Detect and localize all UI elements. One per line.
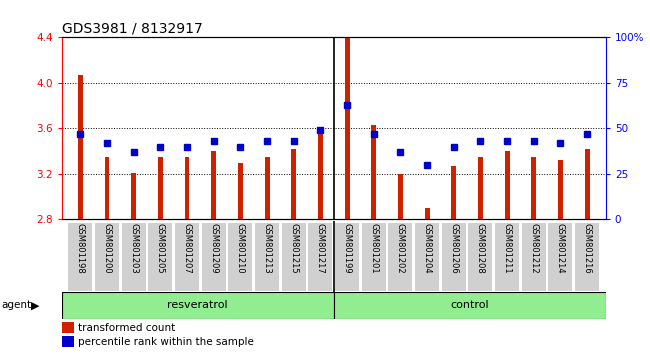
Bar — [335, 223, 359, 291]
Bar — [62, 292, 334, 319]
Text: GSM801213: GSM801213 — [263, 223, 272, 274]
Text: GSM801216: GSM801216 — [582, 223, 592, 274]
Bar — [495, 223, 519, 291]
Bar — [389, 223, 413, 291]
Bar — [504, 151, 510, 219]
Bar — [122, 223, 146, 291]
Text: GSM801214: GSM801214 — [556, 223, 565, 274]
Text: GSM801206: GSM801206 — [449, 223, 458, 274]
Bar — [281, 223, 306, 291]
Text: GSM801212: GSM801212 — [529, 223, 538, 274]
Text: GSM801203: GSM801203 — [129, 223, 138, 274]
Text: GSM801205: GSM801205 — [156, 223, 165, 274]
Text: transformed count: transformed count — [78, 322, 176, 332]
Bar — [575, 223, 599, 291]
Bar — [238, 162, 243, 219]
Bar — [532, 157, 536, 219]
Bar — [424, 208, 430, 219]
Text: GSM801198: GSM801198 — [76, 223, 85, 274]
Bar — [175, 223, 199, 291]
Bar — [158, 157, 163, 219]
Bar — [442, 223, 466, 291]
Bar — [255, 223, 279, 291]
Text: GSM801210: GSM801210 — [236, 223, 245, 274]
Bar — [78, 75, 83, 219]
Text: GSM801200: GSM801200 — [103, 223, 112, 274]
Bar — [95, 223, 119, 291]
Bar — [398, 174, 403, 219]
Text: GSM801201: GSM801201 — [369, 223, 378, 274]
Bar — [265, 157, 270, 219]
Bar — [585, 149, 590, 219]
Bar — [415, 223, 439, 291]
Bar — [309, 223, 332, 291]
Bar — [228, 223, 252, 291]
Text: percentile rank within the sample: percentile rank within the sample — [78, 337, 254, 347]
Bar — [558, 160, 563, 219]
Text: GDS3981 / 8132917: GDS3981 / 8132917 — [62, 21, 203, 35]
Bar — [469, 223, 493, 291]
Text: agent: agent — [1, 300, 31, 310]
Bar — [291, 149, 296, 219]
Bar — [318, 129, 323, 219]
Text: GSM801208: GSM801208 — [476, 223, 485, 274]
Bar — [549, 223, 573, 291]
Bar — [62, 322, 73, 333]
Text: GSM801209: GSM801209 — [209, 223, 218, 274]
Bar — [131, 173, 136, 219]
Bar — [211, 151, 216, 219]
Bar — [105, 157, 109, 219]
Text: control: control — [450, 300, 489, 310]
Text: GSM801199: GSM801199 — [343, 223, 352, 274]
Bar — [451, 166, 456, 219]
Bar — [62, 336, 73, 347]
Text: GSM801217: GSM801217 — [316, 223, 325, 274]
Bar — [362, 223, 386, 291]
Bar — [334, 292, 606, 319]
Bar — [202, 223, 226, 291]
Bar — [344, 38, 350, 219]
Text: GSM801207: GSM801207 — [183, 223, 192, 274]
Text: ▶: ▶ — [31, 300, 40, 310]
Text: GSM801211: GSM801211 — [502, 223, 512, 274]
Bar — [185, 157, 190, 219]
Bar — [148, 223, 172, 291]
Text: GSM801215: GSM801215 — [289, 223, 298, 274]
Text: GSM801204: GSM801204 — [422, 223, 432, 274]
Text: GSM801202: GSM801202 — [396, 223, 405, 274]
Text: resveratrol: resveratrol — [168, 300, 228, 310]
Bar — [522, 223, 546, 291]
Bar — [478, 157, 483, 219]
Bar — [371, 125, 376, 219]
Bar — [68, 223, 92, 291]
